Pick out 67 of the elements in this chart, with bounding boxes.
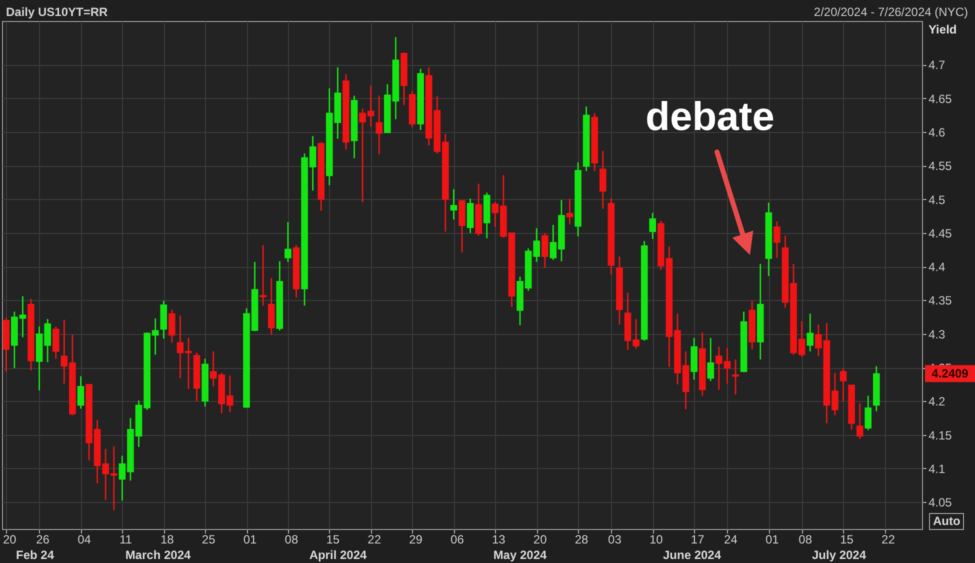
y-tick-label: 4.35: [928, 294, 952, 308]
candlestick: [566, 198, 574, 225]
candlestick: [268, 277, 275, 336]
x-tick-label: 29: [409, 532, 423, 546]
candlestick: [856, 402, 864, 440]
candlestick: [774, 220, 780, 259]
x-tick-label: 06: [450, 532, 464, 546]
x-tick-label: 08: [798, 532, 812, 546]
x-tick-label: 08: [284, 532, 298, 546]
candlestick: [168, 308, 176, 344]
candlestick: [732, 358, 739, 396]
text: Feb 24: [16, 548, 54, 562]
y-tick-label: 4.5: [928, 192, 946, 207]
x-tick-label: 22: [882, 532, 896, 546]
x-tick-label: 15: [326, 532, 340, 546]
candlestick: [649, 212, 656, 240]
x-tick-label: 24: [724, 532, 738, 546]
text: June 2024: [662, 548, 722, 562]
candlestick: [284, 221, 292, 263]
y-tick-label: 4.1: [928, 462, 946, 476]
x-tick-label: 22: [368, 532, 382, 546]
x-tick-label: 15: [840, 532, 854, 546]
x-tick-label: 03: [608, 532, 622, 546]
candlestick: [541, 232, 548, 269]
candlestick: [806, 312, 814, 352]
text: April 2024: [309, 548, 367, 562]
y-tick-label: 4.05: [928, 496, 952, 510]
x-tick-label: 13: [492, 532, 506, 546]
x-tick-label: 01: [243, 532, 257, 546]
button: Auto: [929, 513, 964, 530]
y-tick-label: 4.15: [928, 428, 952, 442]
text: May 2024: [493, 548, 548, 562]
candlestick: [376, 94, 383, 155]
y-tick-label: 4.2: [928, 394, 946, 409]
x-tick-label: 20: [533, 532, 548, 546]
candlestick: [707, 337, 714, 382]
y-tick-label: 4.45: [928, 226, 952, 240]
annotation: debate: [646, 95, 774, 139]
candlestick: [77, 376, 84, 410]
candlestick: [260, 244, 266, 306]
y-tick-label: 4.4: [928, 260, 946, 274]
candlestick: [840, 367, 847, 402]
text: March 2024: [125, 548, 192, 562]
x-tick-label: 17: [690, 532, 705, 546]
x-tick-label: 28: [574, 532, 589, 546]
y-tick-label: 4.65: [928, 92, 952, 106]
text: 4.2409: [932, 366, 969, 381]
candlestick: [52, 326, 60, 360]
y-axis-title: Yield: [928, 22, 957, 36]
x-tick-label: 10: [649, 532, 664, 546]
y-tick-label: 4.55: [928, 159, 952, 174]
y-tick-label: 4.6: [928, 126, 946, 140]
x-tick-label: 20: [2, 532, 17, 546]
candlestick: [600, 150, 606, 210]
x-tick-label: 01: [765, 532, 780, 546]
y-tick-label: 4.3: [928, 327, 946, 342]
x-tick-label: 26: [36, 532, 50, 546]
chart-subtitle: 2/20/2024 - 7/26/2024 (NYC): [814, 5, 968, 19]
x-tick-label: 25: [202, 532, 216, 546]
candlestick: [864, 395, 872, 431]
x-tick-label: 11: [119, 532, 132, 546]
y-tick-label: 4.7: [928, 58, 946, 72]
candlestick: [450, 188, 458, 220]
x-tick-label: 04: [78, 532, 92, 546]
chart-title: Daily US10YT=RR: [6, 5, 108, 19]
x-tick-label: 18: [160, 532, 174, 546]
text: July 2024: [812, 548, 866, 562]
